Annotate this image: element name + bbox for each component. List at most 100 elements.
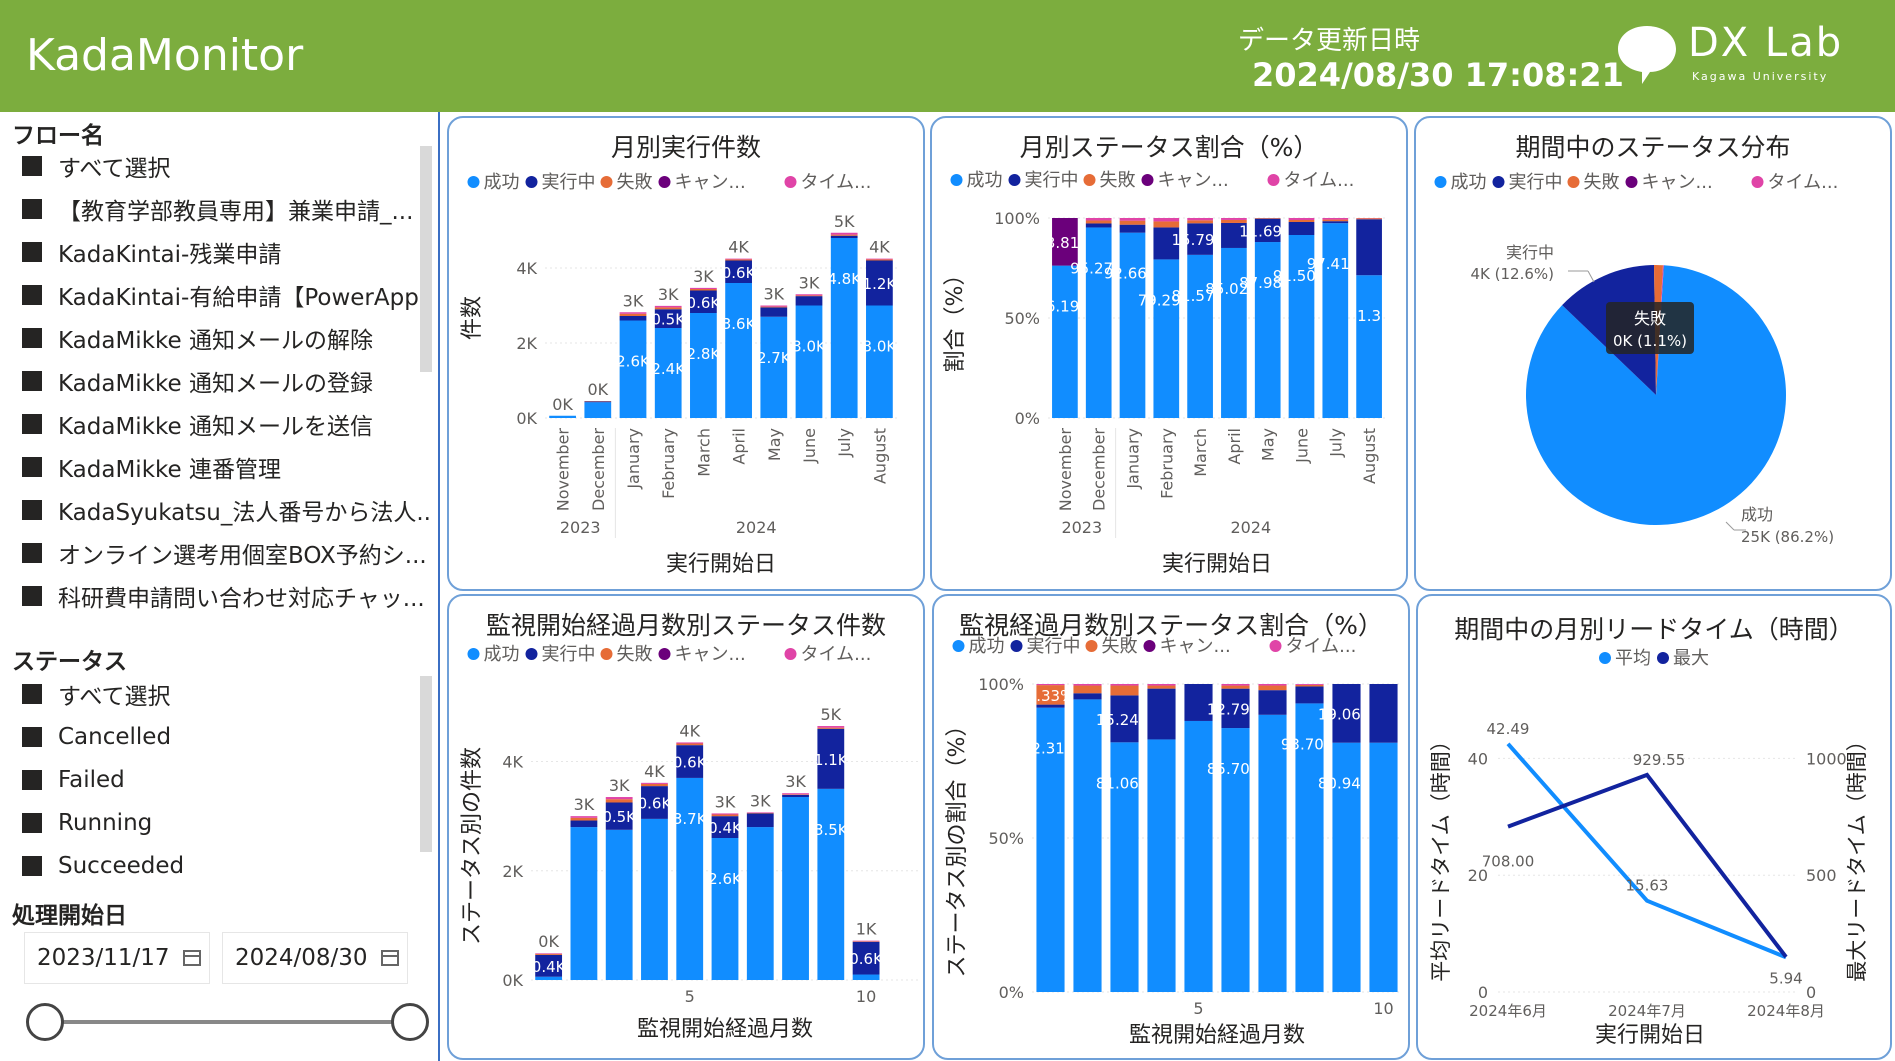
legend-marker <box>950 174 963 186</box>
flow-item-label: 【教育学部教員専用】兼業申請_... <box>58 198 414 225</box>
bar-segment <box>795 305 823 418</box>
checkbox[interactable] <box>22 769 42 790</box>
flow-item[interactable]: KadaMikke 通知メールの登録 <box>22 359 432 402</box>
bar-segment <box>690 289 717 291</box>
date-slider-start-handle[interactable] <box>26 1003 64 1041</box>
total-label: 5K <box>834 212 855 231</box>
flow-item[interactable]: KadaMikke 連番管理 <box>22 445 432 488</box>
data-label: 1.2K <box>863 275 898 293</box>
checkbox[interactable] <box>22 499 42 520</box>
flow-item[interactable]: 【教育学部教員専用】兼業申請_... <box>22 187 432 230</box>
checkbox[interactable] <box>22 585 42 606</box>
date-range-slider[interactable] <box>44 1020 410 1024</box>
bar-segment <box>1085 227 1112 418</box>
checkbox[interactable] <box>22 370 42 391</box>
filter-sidebar: フロー名 すべて選択 【教育学部教員専用】兼業申請_... KadaKintai-残… <box>0 112 440 1061</box>
checkbox[interactable] <box>22 413 42 434</box>
bar-segment <box>1147 688 1176 740</box>
status-item[interactable]: すべて選択 <box>22 672 432 715</box>
bar-segment <box>535 953 563 954</box>
data-label: 2.6K <box>708 870 743 888</box>
legend-label: 成功 <box>1451 172 1487 193</box>
flow-scrollbar[interactable] <box>420 146 432 372</box>
checkbox[interactable] <box>22 456 42 477</box>
legend-label: 成功 <box>969 636 1005 657</box>
chart-elapsed-ratio: 成功 実行中 失敗 キャン... タイム... 0% 50% 100% 92.31% 6.33% 8… <box>945 636 1402 1048</box>
flow-item[interactable]: 科研費申請問い合わせ対応チャッ... <box>22 574 432 617</box>
data-label: 4.8K <box>827 270 862 288</box>
chart-title: 期間中の月別リードタイム（時間） <box>1454 615 1854 644</box>
x-tick-label: January <box>624 428 643 490</box>
status-item[interactable]: Running <box>22 801 432 844</box>
checkbox[interactable] <box>22 241 42 262</box>
checkbox[interactable] <box>22 542 42 563</box>
bar-segment <box>852 974 880 980</box>
calendar-icon[interactable] <box>381 950 399 966</box>
bar-segment <box>782 794 809 795</box>
calendar-icon[interactable] <box>183 950 201 966</box>
flow-item[interactable]: KadaMikke 通知メールを送信 <box>22 402 432 445</box>
bar-segment <box>549 415 576 418</box>
bar-segment <box>1110 742 1139 992</box>
legend-label: キャン... <box>675 644 746 665</box>
bar-segment <box>852 941 880 942</box>
legend-marker <box>1010 640 1023 652</box>
flow-item[interactable]: すべて選択 <box>22 144 432 187</box>
bar-segment <box>1119 224 1146 233</box>
data-label: 0.5K <box>602 808 637 826</box>
bar-segment <box>605 802 633 830</box>
x-tick-label: June <box>800 428 819 464</box>
checkbox[interactable] <box>22 855 42 876</box>
total-label: 3K <box>799 273 820 292</box>
flow-item-label: KadaMikke 連番管理 <box>58 456 281 483</box>
date-slider-end-handle[interactable] <box>391 1003 429 1041</box>
checkbox[interactable] <box>22 198 42 219</box>
date-to-input[interactable]: 2024/08/30 <box>222 932 408 984</box>
flow-item[interactable]: オンライン選考用個室BOX予約シ... <box>22 531 432 574</box>
data-label: 42.49 <box>1487 720 1530 738</box>
status-item[interactable]: Failed <box>22 758 432 801</box>
status-item[interactable]: Cancelled <box>22 715 432 758</box>
data-label: 0.6K <box>722 264 757 282</box>
checkbox[interactable] <box>22 284 42 305</box>
checkbox[interactable] <box>22 812 42 833</box>
x-tick-label: August <box>1360 428 1379 484</box>
legend-label: 実行中 <box>1509 172 1563 193</box>
leader-line <box>1725 521 1735 531</box>
chart-title: 監視経過月数別ステータス割合（%） <box>959 611 1383 640</box>
series-line <box>1507 772 1788 959</box>
checkbox[interactable] <box>22 726 42 747</box>
panel-elapsed-count: 監視開始経過月数別ステータス件数 成功 実行中 失敗 キャン... タイム... 0K 2K… <box>447 594 925 1060</box>
checkbox[interactable] <box>22 327 42 348</box>
bar-segment <box>1221 685 1250 689</box>
flow-item[interactable]: KadaSyukatsu_法人番号から法人... <box>22 488 432 531</box>
flow-item[interactable]: KadaKintai-残業申請 <box>22 230 432 273</box>
checkbox[interactable] <box>22 155 42 176</box>
bar-segment <box>676 743 704 746</box>
total-label: 0K <box>552 395 573 414</box>
flow-item-label: KadaMikke 通知メールの解除 <box>58 327 373 354</box>
status-scrollbar[interactable] <box>420 676 432 852</box>
bar-segment <box>725 283 752 418</box>
data-label: 93.70% <box>1281 735 1338 753</box>
bar-segment <box>817 726 845 728</box>
status-item[interactable]: Succeeded <box>22 844 432 887</box>
data-label: 0.4K <box>708 819 743 837</box>
bar-segment <box>1073 693 1102 700</box>
series-line <box>1506 742 1787 960</box>
speech-bubble-icon <box>1618 26 1676 84</box>
y-tick-label: 100% <box>978 675 1024 694</box>
flow-item[interactable]: KadaMikke 通知メールの解除 <box>22 316 432 359</box>
logo-subtext: Kagawa University <box>1692 70 1829 83</box>
bar-segment <box>830 234 858 236</box>
bar-segment <box>866 259 893 261</box>
flow-item[interactable]: KadaKintai-有給申請【PowerApps... <box>22 273 432 316</box>
bar-segment <box>782 797 809 980</box>
date-from-input[interactable]: 2023/11/17 <box>24 932 210 984</box>
legend-label: 失敗 <box>617 172 653 193</box>
legend-marker <box>1751 176 1764 188</box>
checkbox[interactable] <box>22 683 42 704</box>
data-label: 3.0K <box>863 338 898 356</box>
bar-segment <box>1221 218 1247 220</box>
